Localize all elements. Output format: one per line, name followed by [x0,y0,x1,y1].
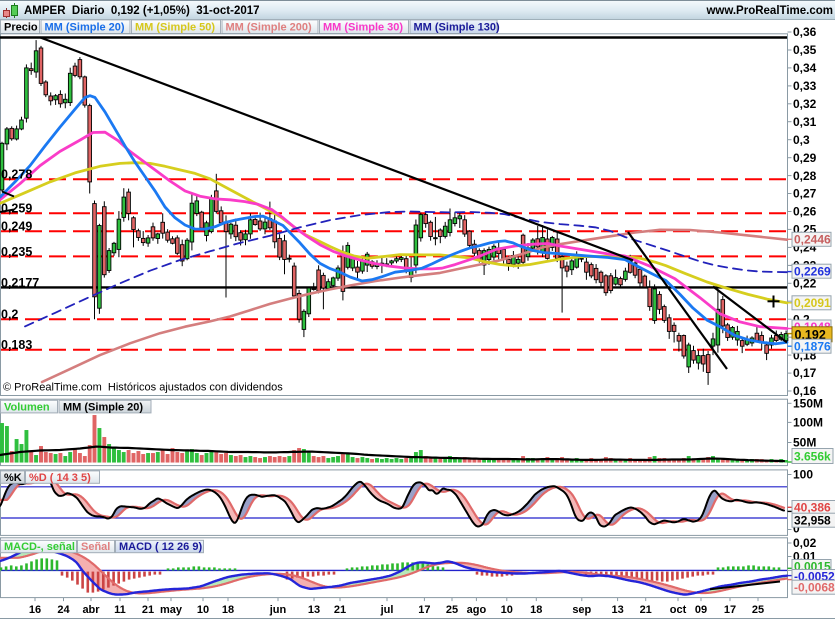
svg-text:24: 24 [57,604,70,616]
svg-text:32,958: 32,958 [794,513,831,527]
svg-text:0,16: 0,16 [793,384,817,398]
svg-text:MACD-, señal: MACD-, señal [4,541,75,553]
svg-text:0,2091: 0,2091 [794,296,831,310]
svg-text:0,249: 0,249 [1,220,32,234]
svg-text:MM (Simple 20): MM (Simple 20) [63,401,143,413]
svg-text:0,29: 0,29 [793,151,817,165]
svg-text:21: 21 [142,604,154,616]
svg-text:0: 0 [793,522,800,536]
svg-text:Señal: Señal [81,541,110,553]
svg-text:0,35: 0,35 [793,43,817,57]
svg-text:09: 09 [695,604,707,616]
svg-text:100: 100 [793,468,813,482]
svg-text:MM (Simple 130): MM (Simple 130) [414,22,501,34]
svg-text:0,22: 0,22 [793,277,817,291]
svg-text:0,36: 0,36 [793,25,817,39]
svg-text:0,2: 0,2 [1,308,18,322]
svg-text:abr: abr [82,604,100,616]
svg-text:0,34: 0,34 [793,61,817,75]
svg-text:0,1876: 0,1876 [794,339,831,353]
svg-text:sep: sep [572,604,591,616]
svg-text:jul: jul [380,604,394,616]
svg-text:0,33: 0,33 [793,79,817,93]
svg-text:18: 18 [530,604,542,616]
svg-text:0,2269: 0,2269 [794,264,831,278]
svg-text:10: 10 [197,604,209,616]
svg-text:0,278: 0,278 [1,168,32,182]
svg-text:11: 11 [114,604,126,616]
svg-text:Volumen: Volumen [4,401,50,413]
svg-text:%K: %K [4,472,22,484]
svg-text:0,183: 0,183 [1,338,32,352]
svg-text:may: may [160,604,183,616]
svg-text:0,3: 0,3 [793,133,810,147]
svg-text:25: 25 [446,604,458,616]
svg-text:0,2446: 0,2446 [794,233,831,247]
svg-text:ago: ago [467,604,487,616]
svg-text:13: 13 [611,604,623,616]
svg-text:Precio: Precio [4,22,38,34]
svg-text:16: 16 [29,604,41,616]
svg-text:100M: 100M [793,416,823,430]
svg-text:3.656k: 3.656k [794,449,831,463]
svg-text:AMPER Diario 0,192 (+1,05%): AMPER Diario 0,192 (+1,05%) 31-oct-2017 [24,5,260,17]
svg-text:MM (Simple 50): MM (Simple 50) [135,22,215,34]
svg-text:21: 21 [640,604,652,616]
svg-text:MM (Simple 20): MM (Simple 20) [45,22,125,34]
svg-text:18: 18 [222,604,234,616]
svg-text:jun: jun [269,604,287,616]
svg-text:0,27: 0,27 [793,187,817,201]
svg-text:%D ( 14 3 5): %D ( 14 3 5) [29,472,91,484]
svg-text:0,31: 0,31 [793,115,817,129]
svg-text:0,26: 0,26 [793,205,817,219]
svg-text:www.ProRealTime.com: www.ProRealTime.com [705,5,833,17]
svg-text:10: 10 [501,604,513,616]
svg-text:13: 13 [308,604,320,616]
svg-text:0,259: 0,259 [1,202,32,216]
svg-text:0,17: 0,17 [793,366,817,380]
svg-text:17: 17 [418,604,430,616]
svg-text:40,386: 40,386 [794,501,831,515]
svg-text:25: 25 [752,604,764,616]
svg-text:17: 17 [724,604,736,616]
svg-text:MACD ( 12 26 9): MACD ( 12 26 9) [119,541,202,553]
svg-text:MM (Simple 30): MM (Simple 30) [323,22,403,34]
svg-text:oct: oct [670,604,687,616]
svg-text:50M: 50M [793,436,816,450]
svg-text:© ProRealTime.com Históricos: © ProRealTime.com Históricos ajustados c… [3,382,283,394]
svg-text:MM (Simple 200): MM (Simple 200) [226,22,313,34]
svg-text:0,192: 0,192 [795,328,826,342]
svg-text:0,235: 0,235 [1,245,32,259]
svg-text:0,02: 0,02 [793,536,817,550]
svg-text:-0,0068: -0,0068 [794,580,835,594]
svg-text:0,2177: 0,2177 [1,276,39,290]
svg-text:0,32: 0,32 [793,97,817,111]
svg-text:21: 21 [334,604,346,616]
svg-text:150M: 150M [793,397,823,411]
svg-text:0,28: 0,28 [793,169,817,183]
